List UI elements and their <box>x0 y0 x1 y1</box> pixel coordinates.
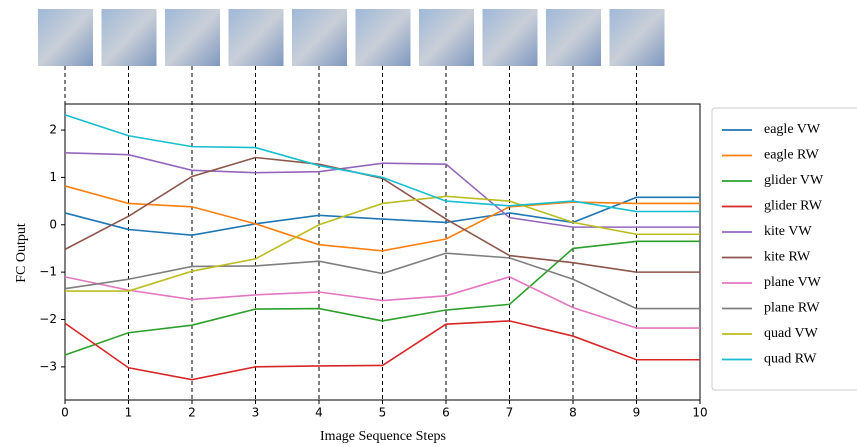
x-tick-label: 4 <box>315 406 323 420</box>
series-line <box>64 252 700 310</box>
thumbnail <box>546 9 601 66</box>
legend-label: plane RW <box>764 301 820 316</box>
legend-label: eagle RW <box>764 148 820 163</box>
x-tick-label: 2 <box>188 406 196 420</box>
legend-label: glider VW <box>764 173 824 188</box>
legend-label: plane VW <box>764 275 822 290</box>
legend-box <box>711 107 857 391</box>
thumbnail <box>355 9 411 66</box>
legend-label: eagle VW <box>764 122 821 137</box>
series-line <box>64 185 700 252</box>
legend-label: kite VW <box>764 224 812 239</box>
x-tick-label: 1 <box>125 406 133 420</box>
series-line <box>64 276 700 329</box>
series-line <box>64 320 700 381</box>
thumbnail <box>419 9 474 66</box>
series-line <box>65 195 700 292</box>
thumbnail <box>609 9 665 66</box>
x-tick-label: 6 <box>442 406 450 420</box>
y-tick-label: −2 <box>39 312 57 326</box>
thumbnail <box>482 9 538 66</box>
legend-label: kite RW <box>764 250 811 265</box>
y-tick-label: 0 <box>49 217 57 231</box>
series-line <box>64 114 700 213</box>
series-line <box>64 196 700 236</box>
y-tick-label: 2 <box>49 123 57 137</box>
x-tick-label: 5 <box>379 406 387 420</box>
thumbnail <box>38 9 93 66</box>
y-tick-label: −1 <box>39 265 57 279</box>
thumbnail <box>165 9 220 66</box>
x-tick-label: 3 <box>252 406 260 420</box>
thumbnail <box>228 9 284 66</box>
thumbnail <box>292 9 347 66</box>
y-tick-label: 1 <box>49 170 57 184</box>
legend-label: quad RW <box>764 352 817 367</box>
legend-label: quad VW <box>764 326 819 341</box>
x-axis-label: Image Sequence Steps <box>320 429 446 444</box>
x-tick-label: 7 <box>506 406 514 420</box>
series-line <box>64 240 700 356</box>
y-tick-label: −3 <box>39 359 57 373</box>
y-axis-label: FC Output <box>14 223 29 283</box>
x-tick-label: 8 <box>569 406 577 420</box>
series-line <box>64 156 700 273</box>
x-tick-label: 10 <box>692 406 707 420</box>
thumbnail <box>101 9 157 66</box>
x-tick-label: 9 <box>633 406 641 420</box>
legend-label: glider RW <box>764 199 823 214</box>
x-tick-label: 0 <box>61 406 69 420</box>
